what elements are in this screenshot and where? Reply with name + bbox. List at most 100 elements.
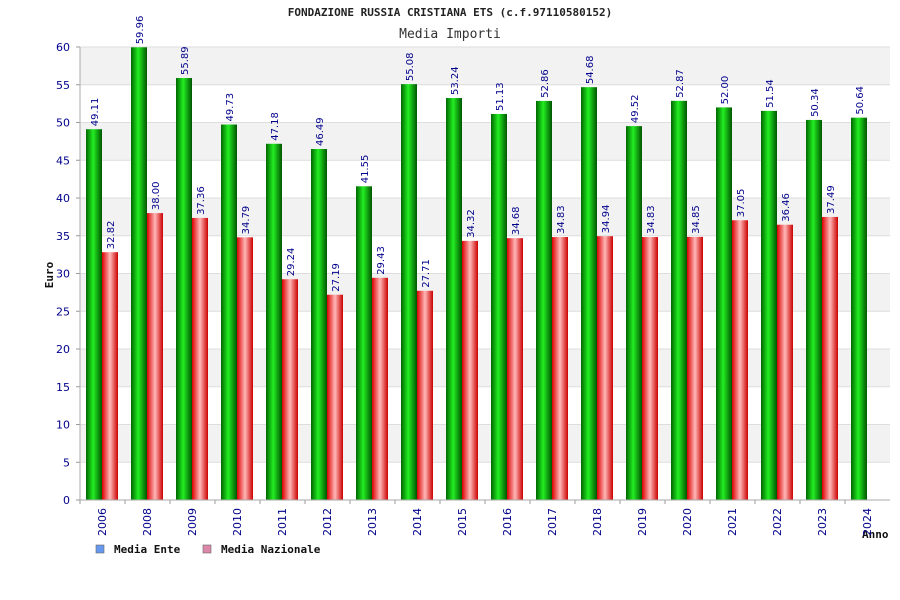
bar-media-ente: [401, 84, 417, 501]
y-tick-label: 20: [56, 343, 70, 356]
x-axis-label: Anno: [862, 528, 889, 541]
bar-media-ente: [266, 143, 282, 500]
grid-band: [80, 198, 890, 236]
grid-band: [80, 47, 890, 85]
y-tick-label: 60: [56, 41, 70, 54]
x-tick-label: 2019: [636, 508, 649, 536]
data-label: 32.82: [106, 221, 117, 250]
grid-band: [80, 462, 890, 500]
bar-media-ente: [491, 113, 507, 500]
grid-band: [80, 84, 890, 123]
grid-band: [80, 122, 890, 161]
x-tick-label: 2022: [771, 508, 784, 536]
data-label: 51.54: [765, 79, 776, 108]
data-label: 29.24: [286, 248, 297, 277]
y-tick-label: 30: [56, 268, 70, 281]
data-label: 34.68: [511, 207, 522, 236]
chart-subtitle: Media Importi: [399, 27, 501, 42]
y-axis-ticks: 0 5 10 15 20 25 30 35 40 45 50 55 60: [56, 41, 80, 507]
data-label: 37.36: [196, 186, 207, 215]
data-label: 27.19: [331, 263, 342, 292]
data-label: 49.73: [225, 93, 236, 122]
data-label: 27.71: [421, 259, 432, 288]
bar-media-ente: [761, 110, 777, 501]
data-label: 34.32: [466, 209, 477, 238]
y-tick-label: 55: [56, 79, 70, 92]
data-label: 52.00: [720, 76, 731, 105]
bar-media-ente: [86, 129, 102, 501]
x-tick-label: 2006: [96, 508, 109, 536]
data-label: 34.79: [241, 206, 252, 235]
x-tick-label: 2024: [861, 508, 874, 536]
x-tick-label: 2014: [411, 508, 424, 536]
bar-media-ente: [311, 149, 327, 501]
bar-media-nazionale: [417, 290, 433, 500]
y-tick-label: 15: [56, 381, 70, 394]
legend: Media Ente Media Nazionale: [95, 543, 321, 556]
bar-media-nazionale: [732, 220, 748, 500]
data-label: 46.49: [315, 117, 326, 146]
legend-swatch: [202, 544, 212, 554]
y-tick-label: 45: [56, 154, 70, 167]
data-label: 38.00: [151, 181, 162, 210]
bar-media-nazionale: [507, 238, 523, 500]
data-label: 51.13: [495, 82, 506, 111]
bar-media-nazionale: [102, 252, 118, 500]
bar-media-ente: [176, 78, 192, 500]
y-tick-label: 25: [56, 305, 70, 318]
x-tick-label: 2010: [231, 508, 244, 536]
x-tick-label: 2020: [681, 508, 694, 536]
x-tick-label: 2023: [816, 508, 829, 536]
data-label: 50.64: [855, 86, 866, 115]
x-tick-label: 2015: [456, 508, 469, 536]
data-label: 52.86: [540, 69, 551, 98]
y-tick-label: 50: [56, 117, 70, 130]
data-label: 53.24: [450, 66, 461, 95]
bar-media-nazionale: [282, 279, 298, 500]
grid-band: [80, 235, 890, 274]
data-label: 34.85: [691, 205, 702, 234]
grid-band: [80, 386, 890, 425]
bar-media-nazionale: [462, 240, 478, 500]
data-label: 49.11: [90, 98, 101, 127]
data-label: 54.68: [585, 56, 596, 85]
x-tick-label: 2018: [591, 508, 604, 536]
bar-media-ente: [536, 100, 552, 501]
bar-media-ente: [671, 100, 687, 501]
y-axis-label: Euro: [43, 261, 56, 288]
data-label: 37.49: [826, 185, 837, 214]
bar-media-ente: [356, 186, 372, 501]
bar-media-nazionale: [237, 237, 253, 500]
data-label: 55.89: [180, 46, 191, 75]
bar-media-ente: [131, 47, 147, 500]
x-axis-ticks: 2006 2008 2009 2010 2011 2012 2013 2014 2015 2016…: [79, 500, 874, 536]
chart-title: FONDAZIONE RUSSIA CRISTIANA ETS (c.f.971…: [288, 6, 613, 19]
bar-media-nazionale: [372, 277, 388, 500]
bar-media-ente: [581, 87, 597, 500]
data-label: 47.18: [270, 112, 281, 141]
bar-media-ente: [806, 119, 822, 501]
grid-band: [80, 349, 890, 387]
y-tick-label: 40: [56, 192, 70, 205]
bar-media-ente: [626, 126, 642, 501]
data-label: 49.52: [630, 94, 641, 123]
data-label: 36.46: [781, 193, 792, 222]
bar-media-nazionale: [642, 237, 658, 500]
grid-band: [80, 273, 890, 312]
legend-label: Media Ente: [114, 543, 181, 556]
data-label: 29.43: [376, 246, 387, 275]
data-label: 37.05: [736, 189, 747, 218]
data-label: 50.34: [810, 88, 821, 117]
data-label: 41.55: [360, 155, 371, 184]
y-tick-label: 35: [56, 230, 70, 243]
y-tick-label: 10: [56, 419, 70, 432]
legend-swatch: [95, 544, 105, 554]
grid-bands: [80, 47, 890, 500]
bar-media-nazionale: [327, 294, 343, 500]
y-tick-label: 5: [63, 456, 70, 469]
data-label: 59.96: [135, 16, 146, 45]
bar-media-nazionale: [192, 217, 208, 500]
data-label: 55.08: [405, 53, 416, 82]
grid-band: [80, 160, 890, 198]
